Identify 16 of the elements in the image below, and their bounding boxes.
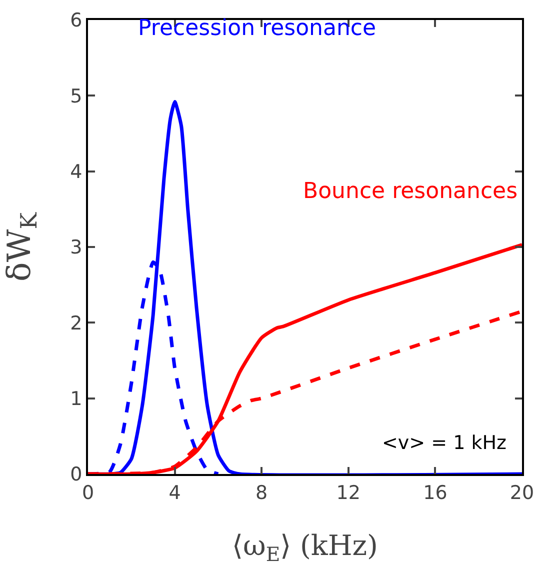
annotation: Precession resonance <box>138 16 376 41</box>
x-tick-label: 12 <box>336 482 360 504</box>
y-tick-label: 2 <box>70 312 82 334</box>
y-tick-label: 6 <box>70 10 82 32</box>
x-axis-title: ⟨ω$_{E}$⟩ (kHz) <box>232 529 378 566</box>
x-tick-label: 20 <box>510 482 534 504</box>
x-tick-label: 8 <box>256 482 268 504</box>
y-tick-label: 4 <box>70 160 82 183</box>
x-tick-label: 4 <box>168 482 181 504</box>
y-tick-label: 0 <box>70 464 82 486</box>
y-tick-label: 1 <box>70 388 82 410</box>
annotation: <v> = 1 kHz <box>382 432 506 454</box>
y-tick-label: 5 <box>70 85 82 108</box>
annotation: Bounce resonances <box>303 179 518 204</box>
y-tick-label: 3 <box>70 236 82 259</box>
x-tick-label: 16 <box>423 482 448 504</box>
